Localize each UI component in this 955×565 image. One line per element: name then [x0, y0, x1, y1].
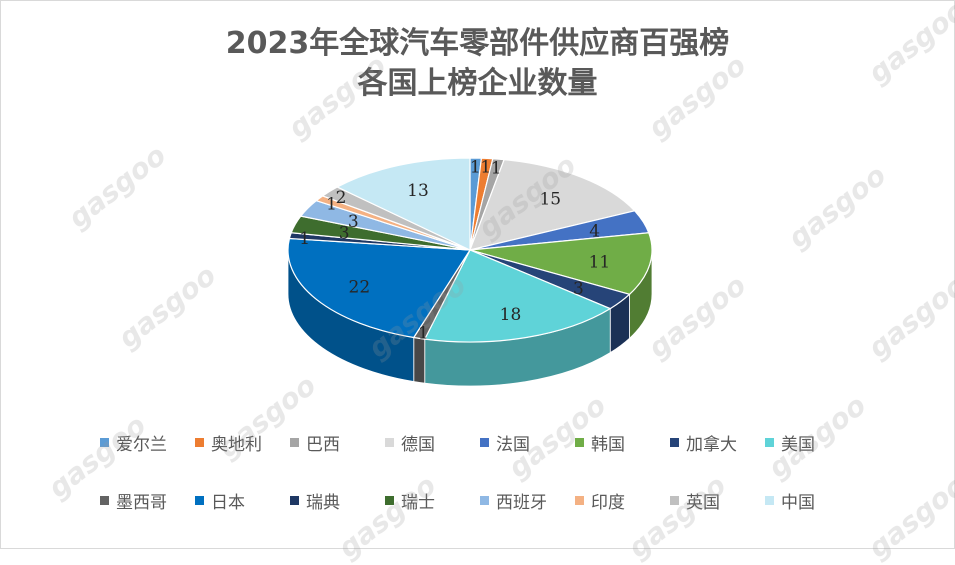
- legend-item-印度: 印度: [575, 488, 670, 513]
- data-label-巴西: 1: [491, 158, 502, 178]
- pie-tops: [287, 157, 653, 343]
- legend-label: 法国: [496, 434, 530, 455]
- data-label-瑞典: 1: [299, 229, 310, 249]
- data-label-美国: 18: [500, 305, 522, 325]
- legend-item-法国: 法国: [480, 430, 575, 455]
- legend-item-爱尔兰: 爱尔兰: [100, 430, 195, 455]
- pie-slice-中国: [335, 157, 471, 251]
- pie-slice-韩国: [469, 232, 653, 295]
- legend-marker: [765, 437, 774, 447]
- legend-item-瑞士: 瑞士: [385, 488, 480, 513]
- legend-marker: [480, 437, 489, 447]
- pie-slice-美国: [423, 249, 612, 343]
- legend-label: 英国: [686, 492, 720, 513]
- legend-item-德国: 德国: [385, 430, 480, 455]
- legend: 爱尔兰 奥地利 巴西 德国 法国 韩国 加拿大 美国墨西哥 日本 瑞典 瑞士 西班牙 印度 英国 中国: [100, 424, 860, 540]
- legend-item-巴西: 巴西: [290, 430, 385, 455]
- legend-item-韩国: 韩国: [575, 430, 670, 455]
- data-label-德国: 15: [539, 190, 561, 210]
- legend-label: 爱尔兰: [116, 434, 167, 455]
- data-label-中国: 13: [407, 181, 429, 201]
- legend-label: 瑞士: [401, 492, 435, 513]
- data-label-奥地利: 1: [480, 158, 491, 178]
- legend-marker: [385, 437, 394, 447]
- legend-label: 西班牙: [496, 492, 547, 513]
- pie-slice-德国: [469, 158, 636, 251]
- data-label-日本: 22: [349, 277, 371, 297]
- legend-item-墨西哥: 墨西哥: [100, 488, 195, 513]
- chart-title-line1: 2023年全球汽车零部件供应商百强榜: [225, 26, 730, 61]
- legend-row: 墨西哥 日本 瑞典 瑞士 西班牙 印度 英国 中国: [100, 482, 860, 518]
- pie-slice-日本: [287, 237, 472, 339]
- legend-row: 爱尔兰 奥地利 巴西 德国 法国 韩国 加拿大 美国: [100, 424, 860, 460]
- legend-item-美国: 美国: [765, 430, 860, 455]
- data-label-印度: 1: [326, 194, 337, 214]
- legend-marker: [195, 437, 204, 447]
- legend-marker: [100, 437, 109, 447]
- legend-label: 加拿大: [686, 434, 737, 455]
- legend-marker: [290, 495, 299, 505]
- legend-label: 印度: [591, 492, 625, 513]
- data-label-加拿大: 3: [573, 279, 584, 299]
- legend-marker: [385, 495, 394, 505]
- legend-label: 奥地利: [211, 434, 262, 455]
- data-label-墨西哥: 1: [418, 323, 429, 343]
- data-label-瑞士: 3: [339, 224, 350, 244]
- legend-label: 巴西: [306, 434, 340, 455]
- data-label-西班牙: 3: [348, 212, 359, 232]
- legend-marker: [575, 437, 584, 447]
- pie-sides: [287, 249, 653, 387]
- legend-label: 韩国: [591, 434, 625, 455]
- legend-item-奥地利: 奥地利: [195, 430, 290, 455]
- data-label-英国: 2: [336, 188, 347, 208]
- legend-marker: [575, 495, 584, 505]
- legend-item-中国: 中国: [765, 488, 860, 513]
- legend-label: 日本: [211, 492, 245, 513]
- legend-label: 瑞典: [306, 492, 340, 513]
- legend-marker: [195, 495, 204, 505]
- legend-item-英国: 英国: [670, 488, 765, 513]
- legend-label: 中国: [781, 492, 815, 513]
- legend-marker: [100, 495, 109, 505]
- legend-item-加拿大: 加拿大: [670, 430, 765, 455]
- legend-label: 德国: [401, 434, 435, 455]
- legend-marker: [670, 495, 679, 505]
- legend-label: 美国: [781, 434, 815, 455]
- legend-marker: [670, 437, 679, 447]
- legend-marker: [480, 495, 489, 505]
- chart-title-line2: 各国上榜企业数量: [357, 66, 598, 101]
- legend-item-西班牙: 西班牙: [480, 488, 575, 513]
- legend-marker: [765, 495, 774, 505]
- data-label-爱尔兰: 1: [470, 157, 481, 177]
- data-label-韩国: 11: [589, 252, 611, 272]
- pie-side-墨西哥: [413, 337, 426, 384]
- legend-item-瑞典: 瑞典: [290, 488, 385, 513]
- data-label-法国: 4: [589, 222, 600, 242]
- legend-label: 墨西哥: [116, 492, 167, 513]
- legend-marker: [290, 437, 299, 447]
- legend-item-日本: 日本: [195, 488, 290, 513]
